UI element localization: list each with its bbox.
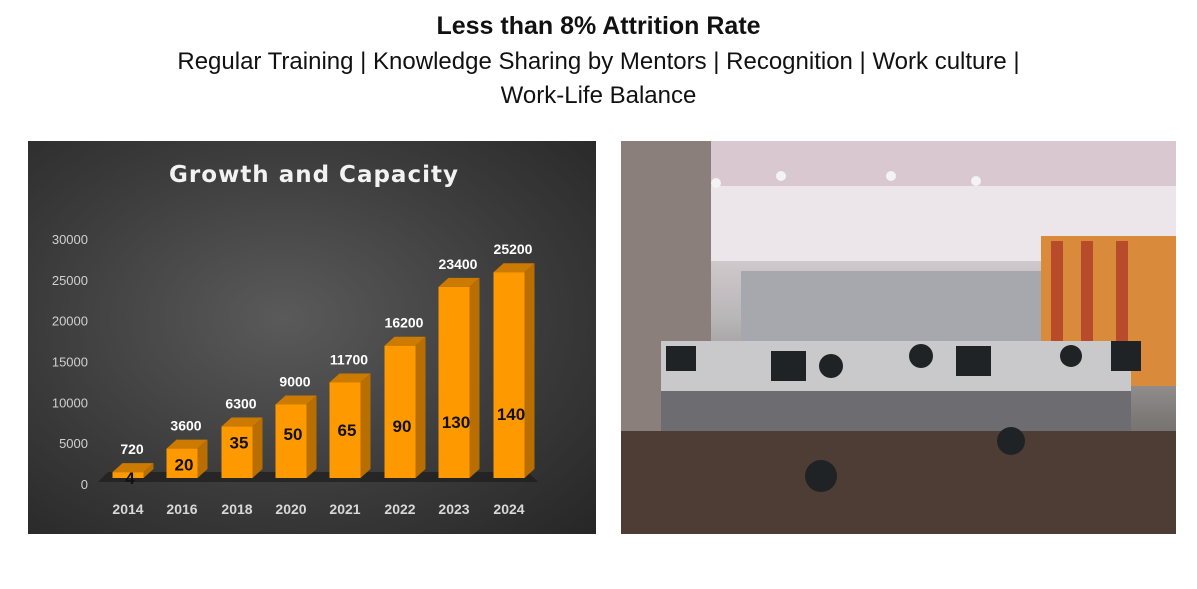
y-tick-label: 25000 <box>52 273 88 288</box>
bar-top <box>493 263 535 273</box>
office-photo-illustration <box>621 141 1176 534</box>
x-tick-label: 2021 <box>329 501 360 517</box>
bar-side <box>197 439 208 478</box>
headcount-data-label: 20 <box>175 456 194 475</box>
bar-side <box>252 417 263 478</box>
bar-side <box>360 373 371 478</box>
bar-2018 <box>221 426 253 478</box>
capacity-data-label: 25200 <box>494 241 533 257</box>
bar-side <box>306 395 317 478</box>
x-tick-label: 2023 <box>438 501 469 517</box>
office-photo <box>621 141 1176 534</box>
bar-side <box>469 277 480 478</box>
capacity-data-label: 16200 <box>385 315 424 331</box>
chart-svg: Growth and Capacity 0 5000 10000 15000 20000… <box>52 162 538 517</box>
bar-side <box>143 463 154 478</box>
x-tick-label: 2024 <box>493 501 524 517</box>
chart-floor <box>98 472 538 482</box>
headcount-data-label: 4 <box>125 469 135 488</box>
bar-2021 <box>329 382 361 478</box>
headcount-data-label: 90 <box>393 417 412 436</box>
bar-2023 <box>438 286 470 478</box>
bar-2016 <box>166 448 198 478</box>
capacity-data-label: 3600 <box>170 418 201 434</box>
y-tick-label: 10000 <box>52 395 88 410</box>
slide-subtitle-line1: Regular Training | Knowledge Sharing by … <box>177 48 1020 75</box>
headcount-data-label: 140 <box>497 405 525 424</box>
bar-top <box>384 336 426 346</box>
bar-top <box>112 463 154 473</box>
x-tick-label: 2020 <box>275 501 306 517</box>
bar-top <box>329 373 371 383</box>
headcount-data-label: 50 <box>284 425 303 444</box>
headcount-data-label: 130 <box>442 413 470 432</box>
bar-side <box>524 263 535 478</box>
bar-2024 <box>493 272 525 478</box>
slide-title: Less than 8% Attrition Rate <box>436 12 761 40</box>
slide-subtitle-line2: Work-Life Balance <box>500 82 697 109</box>
x-tick-label: 2016 <box>166 501 197 517</box>
capacity-data-label: 6300 <box>225 396 256 412</box>
y-tick-label: 5000 <box>59 436 88 451</box>
bar-top <box>275 395 317 405</box>
bar-2014 <box>112 472 144 478</box>
bar-top <box>221 417 263 427</box>
bar-top <box>166 439 208 449</box>
x-tick-label: 2018 <box>221 501 252 517</box>
y-tick-label: 0 <box>81 477 88 492</box>
y-tick-label: 20000 <box>52 314 88 329</box>
x-tick-label: 2014 <box>112 501 143 517</box>
capacity-data-label: 720 <box>120 441 144 457</box>
growth-chart: Growth and Capacity 0 5000 10000 15000 20000… <box>28 141 596 534</box>
capacity-data-label: 9000 <box>279 374 310 390</box>
bar-2020 <box>275 404 307 478</box>
bar-side <box>415 336 426 478</box>
bar-2022 <box>384 345 416 478</box>
bar-top <box>438 277 480 287</box>
capacity-data-label: 23400 <box>439 256 478 272</box>
chart-title: Growth and Capacity <box>169 162 459 188</box>
headcount-data-label: 65 <box>338 421 357 440</box>
capacity-data-label: 11700 <box>330 351 368 367</box>
headcount-data-label: 35 <box>230 434 249 453</box>
x-tick-label: 2022 <box>384 501 415 517</box>
y-tick-label: 30000 <box>52 232 88 247</box>
y-tick-label: 15000 <box>52 355 88 370</box>
